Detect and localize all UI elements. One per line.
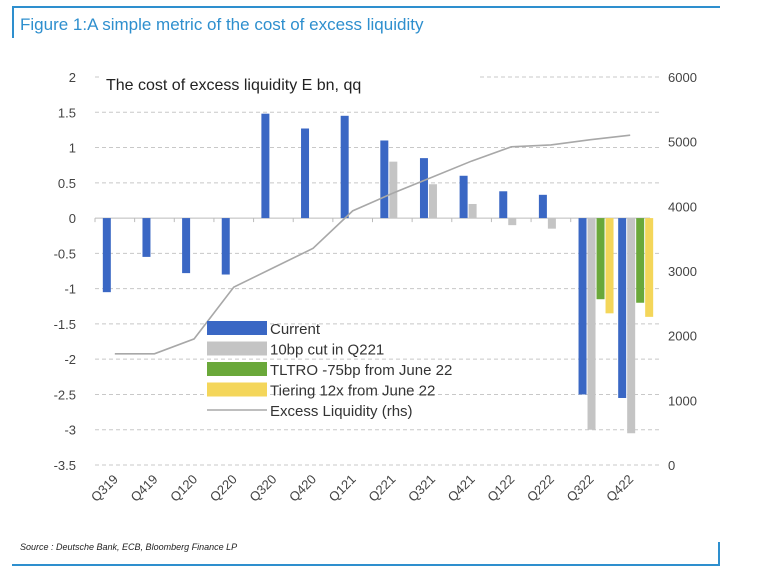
bar-current	[142, 218, 151, 257]
x-tick-label: Q321	[405, 472, 438, 505]
legend-swatch	[207, 362, 267, 376]
y2-tick-label: 4000	[668, 199, 697, 214]
x-tick-label: Q220	[207, 472, 240, 505]
top-rule	[12, 6, 720, 8]
y2-tick-label: 3000	[668, 264, 697, 279]
excess-liquidity-line	[114, 134, 631, 355]
bar-tltro-75bp-from-june-22	[636, 218, 645, 303]
bar-current	[102, 218, 111, 293]
y-tick-label: -2.5	[54, 387, 76, 402]
legend-label: TLTRO -75bp from June 22	[270, 362, 452, 379]
chart-title: The cost of excess liquidity E bn, qq	[106, 77, 361, 94]
chart: 2 1.5 1 0.5 0 -0.5 -1 -1.5 -2 -2.5 -3 -3.5 6000 5000 4…	[54, 70, 697, 505]
legend-swatch	[207, 321, 267, 335]
bar-tiering-12x-from-june-22	[605, 218, 614, 314]
x-tick-label: Q221	[365, 472, 398, 505]
chart-title-bg	[100, 70, 480, 96]
bar-current	[419, 158, 428, 219]
figure-title-bar: Figure 1:A simple metric of the cost of …	[12, 8, 423, 38]
y-tick-label: -1	[64, 282, 76, 297]
bar-10bp-cut-in-q221	[468, 203, 477, 219]
bottom-rule-tick	[718, 542, 720, 566]
y-tick-label: 0.5	[58, 176, 76, 191]
legend-label: Current	[270, 321, 321, 338]
bar-current	[261, 113, 270, 219]
y-tick-label: 1.5	[58, 105, 76, 120]
x-tick-label: Q319	[88, 472, 121, 505]
bar-current	[618, 218, 627, 398]
x-tick-label: Q419	[127, 472, 160, 505]
legend-swatch	[207, 341, 267, 356]
bar-current	[221, 218, 230, 275]
bar-current	[578, 218, 587, 395]
x-tick-label: Q222	[524, 472, 557, 505]
bar-10bp-cut-in-q221	[627, 218, 636, 434]
bar-current	[301, 128, 310, 219]
x-tick-label: Q122	[484, 472, 517, 505]
bar-tltro-75bp-from-june-22	[596, 218, 605, 300]
bar-current	[182, 218, 191, 274]
bar-10bp-cut-in-q221	[389, 161, 398, 219]
figure-title: Figure 1:A simple metric of the cost of …	[20, 15, 424, 34]
x-tick-label: Q120	[167, 472, 200, 505]
y2-tick-label: 6000	[668, 70, 697, 85]
y-tick-label: -3	[64, 423, 76, 438]
bar-10bp-cut-in-q221	[428, 184, 437, 219]
y-tick-label: 0	[69, 211, 76, 226]
y2-tick-label: 1000	[668, 393, 697, 408]
x-tick-label: Q421	[445, 472, 478, 505]
bottom-rule	[12, 564, 720, 566]
bar-current	[538, 194, 547, 219]
y-tick-label: -1.5	[54, 317, 76, 332]
legend-label: Excess Liquidity (rhs)	[270, 403, 413, 420]
y-tick-label: -0.5	[54, 246, 76, 261]
x-tick-label: Q320	[246, 472, 279, 505]
y-tick-label: 1	[69, 141, 76, 156]
bar-10bp-cut-in-q221	[587, 218, 596, 430]
x-tick-label: Q121	[326, 472, 359, 505]
y2-tick-label: 0	[668, 458, 675, 473]
bar-tiering-12x-from-june-22	[645, 218, 654, 317]
y2-tick-label: 5000	[668, 135, 697, 150]
bar-10bp-cut-in-q221	[508, 218, 517, 226]
bar-current	[459, 175, 468, 219]
x-tick-label: Q322	[564, 472, 597, 505]
legend: Current 10bp cut in Q221 TLTRO -75bp from …	[207, 321, 452, 420]
legend-label: 10bp cut in Q221	[270, 342, 384, 359]
bar-current	[499, 191, 508, 219]
legend-swatch	[207, 382, 267, 397]
bar-current	[340, 115, 349, 219]
source-note: Source : Deutsche Bank, ECB, Bloomberg F…	[20, 542, 238, 552]
y-tick-label: 2	[69, 70, 76, 85]
bar-current	[380, 140, 389, 219]
y-tick-label: -2	[64, 352, 76, 367]
bar-10bp-cut-in-q221	[547, 218, 556, 229]
legend-label: Tiering 12x from June 22	[270, 383, 435, 400]
y2-tick-label: 2000	[668, 329, 697, 344]
x-tick-label: Q420	[286, 472, 319, 505]
y-tick-label: -3.5	[54, 458, 76, 473]
x-tick-label: Q422	[603, 472, 636, 505]
